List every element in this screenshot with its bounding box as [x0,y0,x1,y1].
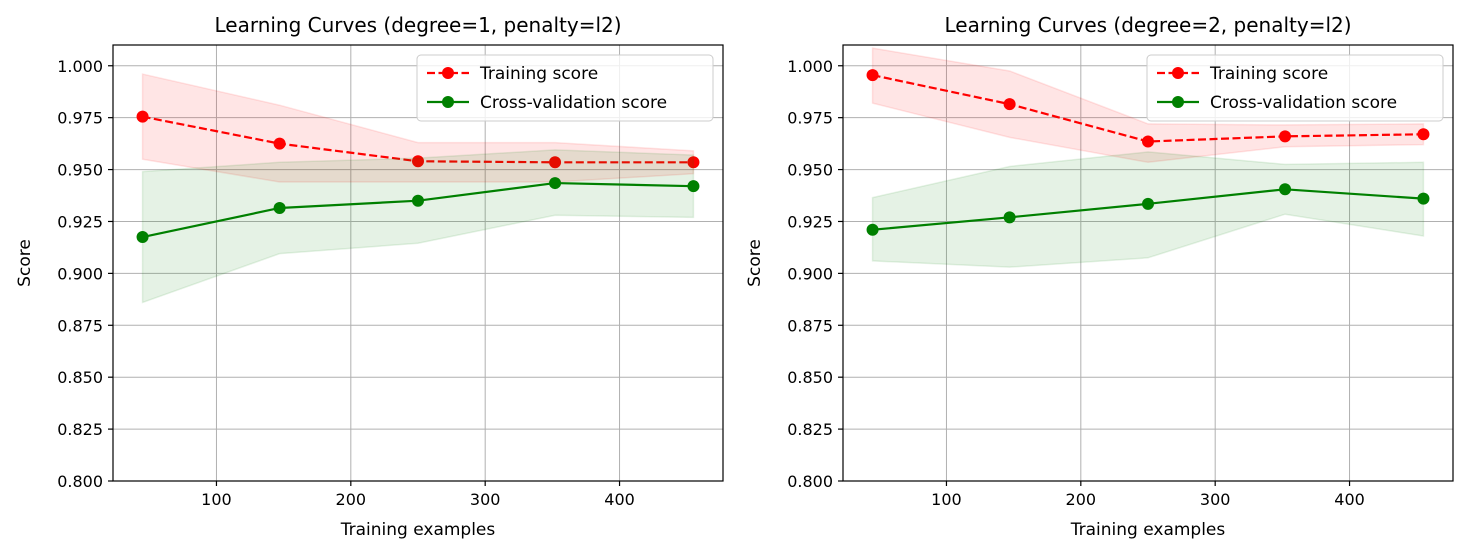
legend: Training score Cross-validation score [416,54,714,122]
data-point [687,180,700,193]
data-point [412,194,424,207]
y-tick-label: 0.825 [57,420,103,439]
ticks: 100 200 300 400 0.800 0.825 0.850 0.875 0.900 0.9… [787,57,1365,509]
chart-1: 100 200 300 400 0.800 0.825 0.850 0.875 0.900 0.9… [15,13,724,540]
axes-frame [842,44,1454,482]
data-point [1142,197,1154,210]
y-tick-label: 0.975 [57,109,103,128]
y-axis-label: Score [15,239,35,287]
data-point [1003,98,1016,111]
data-point [866,223,879,236]
x-tick-label: 200 [1066,490,1097,509]
x-tick-label: 300 [1200,490,1231,509]
legend-label: Cross-validation score [480,93,667,113]
y-tick-label: 0.825 [787,420,833,439]
data-point [549,177,562,190]
y-tick-label: 0.850 [787,368,833,387]
legend-marker [1172,67,1184,79]
x-tick-label: 300 [470,490,501,509]
data-point [1003,211,1016,224]
x-tick-label: 100 [931,490,962,509]
chart-2: 100 200 300 400 0.800 0.825 0.850 0.875 0.900 0.9… [745,13,1454,540]
data-point [1417,128,1430,141]
data-point [1417,192,1430,205]
data-point [1142,135,1154,148]
x-axis-label: Training examples [1070,520,1226,540]
y-tick-label: 0.925 [57,212,103,231]
y-tick-label: 0.975 [787,109,833,128]
x-tick-label: 200 [336,490,367,509]
x-tick-label: 400 [604,490,635,509]
y-tick-label: 0.950 [787,161,833,180]
data-point [687,156,700,169]
data-point [1279,183,1292,196]
y-tick-label: 0.850 [57,368,103,387]
y-tick-label: 0.900 [57,264,103,283]
legend-label: Training score [1209,64,1328,84]
data-point [136,231,149,244]
y-axis-label: Score [745,239,765,287]
data-point [866,69,879,82]
legend: Training score Cross-validation score [1146,54,1444,122]
chart-title: Learning Curves (degree=1, penalty=l2) [214,13,621,37]
legend-frame [1146,54,1444,122]
data-point [136,110,149,123]
data-point [412,155,424,168]
legend-marker [442,96,454,108]
data-point [273,137,286,150]
axes-frame [112,44,724,482]
y-tick-label: 1.000 [787,57,833,76]
chart-title: Learning Curves (degree=2, penalty=l2) [944,13,1351,37]
data-point [549,156,562,169]
y-tick-label: 0.950 [57,161,103,180]
y-tick-label: 1.000 [57,57,103,76]
x-tick-label: 100 [201,490,232,509]
legend-entry: Training score [1157,64,1328,84]
legend-label: Training score [479,64,598,84]
series-cross-validation [136,149,700,304]
series-training [136,73,700,183]
x-axis-label: Training examples [340,520,496,540]
legend-marker [1172,96,1184,108]
ticks: 100 200 300 400 0.800 0.825 0.850 0.875 0.900 0.9… [57,57,635,509]
legend-entry: Cross-validation score [1157,93,1397,113]
y-tick-label: 0.900 [787,264,833,283]
confidence-band [141,149,695,304]
y-tick-label: 0.800 [787,472,833,491]
y-tick-label: 0.800 [57,472,103,491]
data-point [273,201,286,214]
legend-marker [442,67,454,79]
data-point [1279,130,1292,143]
x-tick-label: 400 [1334,490,1365,509]
y-tick-label: 0.875 [787,316,833,335]
legend-entry: Cross-validation score [427,93,667,113]
legend-frame [416,54,714,122]
legend-label: Cross-validation score [1210,93,1397,113]
y-tick-label: 0.925 [787,212,833,231]
y-tick-label: 0.875 [57,316,103,335]
legend-entry: Training score [427,64,598,84]
series-cross-validation [866,151,1430,268]
series-training [866,47,1430,164]
confidence-band [141,73,695,183]
